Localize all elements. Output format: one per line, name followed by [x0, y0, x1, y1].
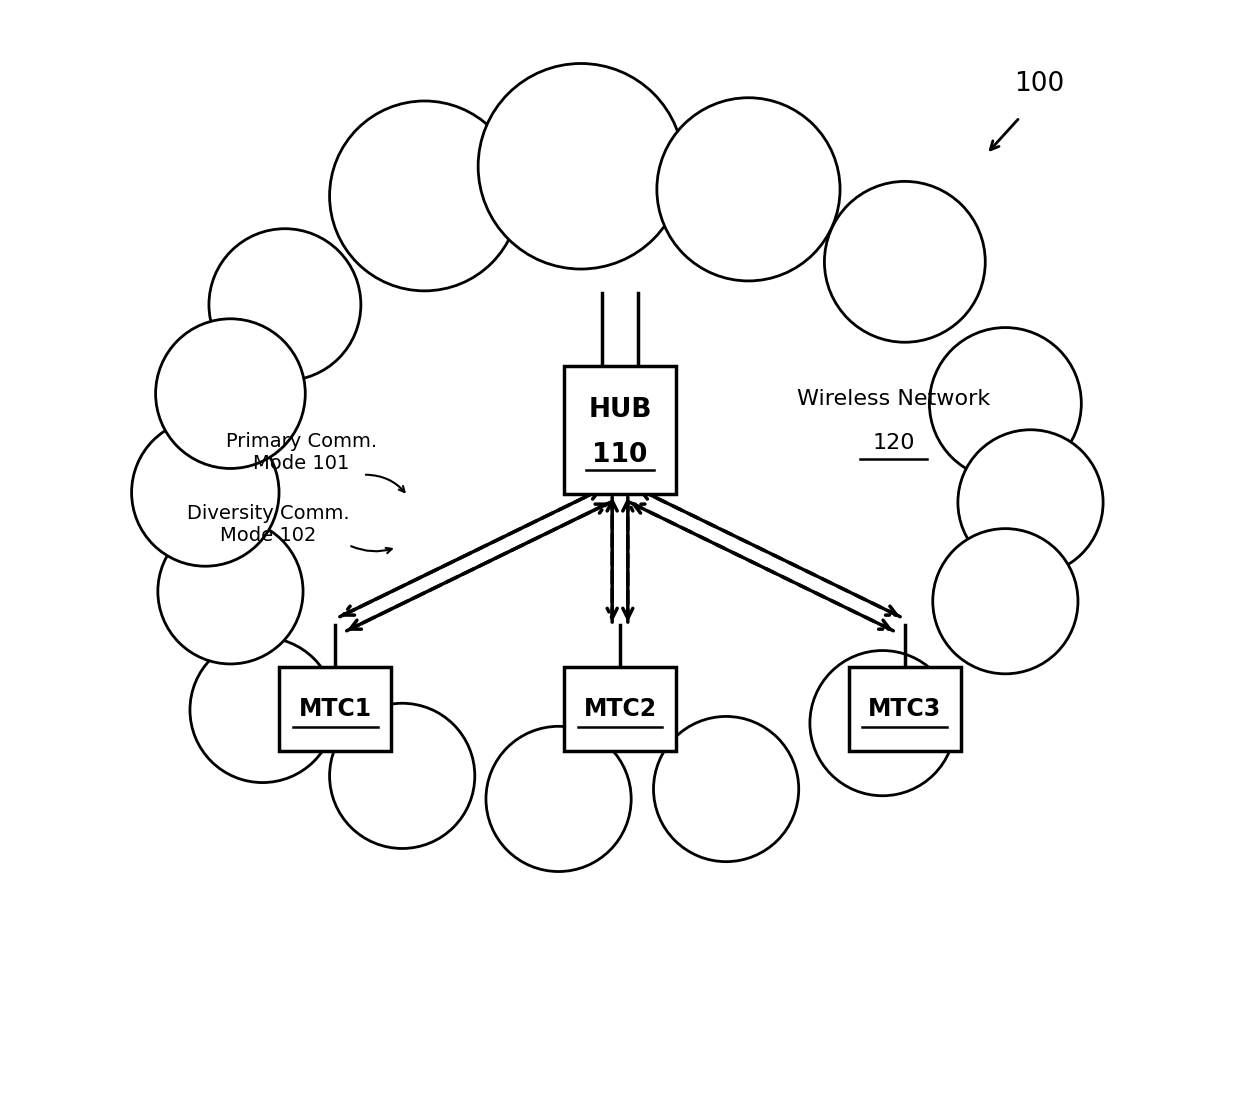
Circle shape: [190, 638, 335, 783]
Text: Wireless Network: Wireless Network: [797, 389, 991, 409]
Circle shape: [810, 650, 955, 795]
Text: 110: 110: [593, 441, 647, 468]
Circle shape: [825, 181, 986, 342]
Circle shape: [330, 704, 475, 849]
Text: 100: 100: [1014, 70, 1064, 97]
FancyBboxPatch shape: [564, 667, 676, 751]
Text: Primary Comm.
Mode 101: Primary Comm. Mode 101: [226, 432, 377, 472]
Circle shape: [653, 716, 799, 861]
Text: MTC1: MTC1: [299, 697, 372, 722]
Circle shape: [479, 64, 683, 269]
Text: MTC3: MTC3: [868, 697, 941, 722]
Circle shape: [486, 726, 631, 871]
Ellipse shape: [252, 206, 988, 766]
Circle shape: [932, 528, 1078, 674]
Circle shape: [155, 318, 305, 468]
Text: 120: 120: [873, 433, 915, 454]
FancyBboxPatch shape: [564, 366, 676, 494]
Circle shape: [957, 430, 1104, 575]
Circle shape: [330, 101, 520, 290]
Text: HUB: HUB: [588, 397, 652, 423]
Text: Diversity Comm.
Mode 102: Diversity Comm. Mode 102: [187, 505, 350, 545]
Text: MTC2: MTC2: [584, 697, 656, 722]
Circle shape: [930, 327, 1081, 479]
FancyBboxPatch shape: [279, 667, 391, 751]
FancyBboxPatch shape: [849, 667, 961, 751]
Circle shape: [657, 97, 839, 281]
Circle shape: [131, 419, 279, 566]
Circle shape: [157, 518, 303, 663]
Circle shape: [210, 229, 361, 381]
